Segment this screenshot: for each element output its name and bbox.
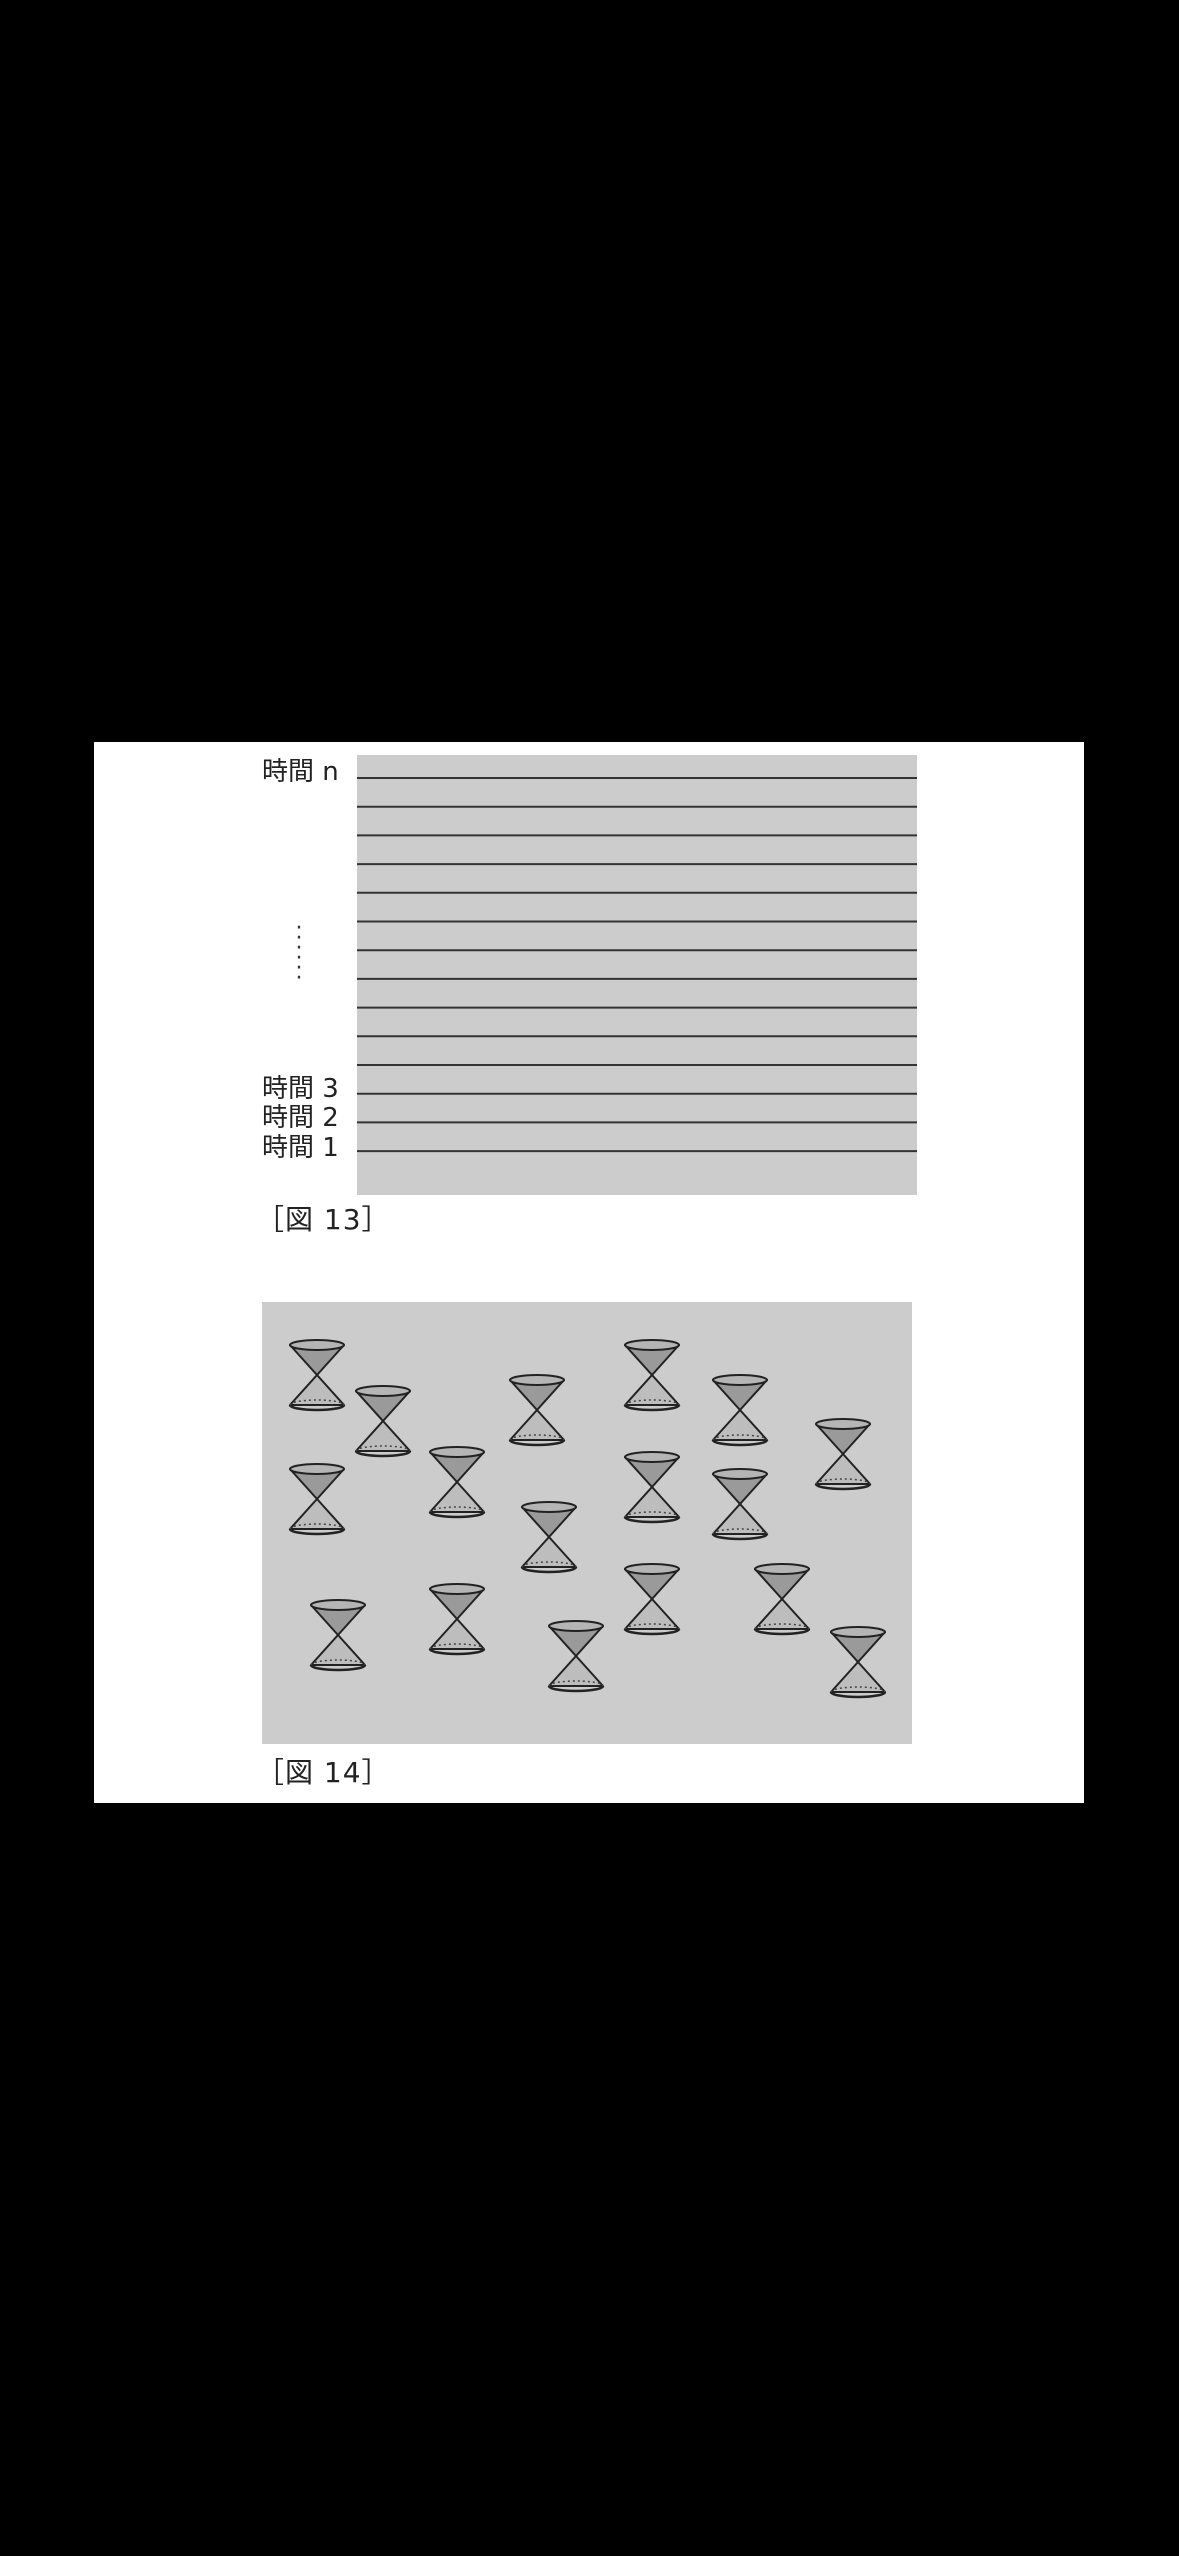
time-slices-panel <box>357 755 917 1195</box>
vertical-ellipsis: · · · · · · <box>295 916 303 991</box>
figure-13-canvas <box>357 755 917 1195</box>
page-card: 時間 n · · · · · · 時間 3 時間 2 時間 1 ［図 13］ <box>94 742 1084 1803</box>
figure-14-caption: ［図 14］ <box>256 1756 391 1789</box>
label-time-1: 時間 1 <box>262 1133 339 1163</box>
figure-14: ［図 14］ <box>94 1302 1084 1803</box>
label-time-3: 時間 3 <box>262 1074 339 1104</box>
figure-14-canvas <box>262 1302 912 1744</box>
label-time-2: 時間 2 <box>262 1103 339 1133</box>
label-time-n: 時間 n <box>262 757 339 787</box>
figure-13-caption: ［図 13］ <box>256 1203 391 1236</box>
figure-13: 時間 n · · · · · · 時間 3 時間 2 時間 1 ［図 13］ <box>94 742 1084 1236</box>
